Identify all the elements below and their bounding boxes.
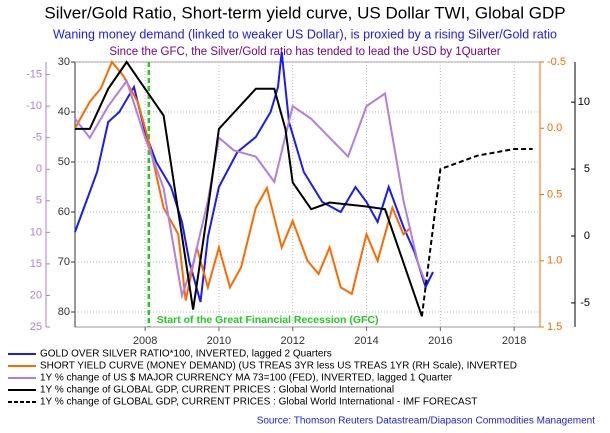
- y-tick-label: -0.5: [547, 56, 566, 68]
- y-tick-label: 1.0: [547, 255, 562, 267]
- series-line: [420, 148, 533, 317]
- y-tick-label: 15: [30, 258, 42, 270]
- x-tick-label: 2012: [280, 335, 304, 347]
- series-line: [74, 60, 412, 301]
- y-tick-label: 50: [58, 156, 70, 168]
- source: Source: Thomson Reuters Datastream/Diapa…: [257, 416, 596, 427]
- series-line: [74, 51, 434, 303]
- y-tick-label: 0.0: [547, 122, 562, 134]
- legend-label: GOLD OVER SILVER RATIO*100, INVERTED, la…: [40, 349, 332, 360]
- y-tick-label: 5: [584, 163, 590, 175]
- y-tick-label: 5: [36, 195, 42, 207]
- y-tick-label: 1.5: [547, 321, 562, 333]
- y-tick-label: 0.5: [547, 188, 562, 200]
- y-tick-label: 25: [30, 321, 42, 333]
- x-tick-label: 2016: [428, 335, 452, 347]
- y-tick-label: -15: [26, 69, 42, 81]
- y-tick-label: -5: [580, 297, 590, 309]
- y-tick-label: 0: [36, 163, 42, 175]
- y-tick-label: 30: [58, 56, 70, 68]
- y-tick-label: 10: [578, 96, 590, 108]
- legend-label: 1Y % change of US $ MAJOR CURRENCY MA 73…: [40, 373, 453, 384]
- y-tick-label: 20: [30, 289, 42, 301]
- y-tick-label: 40: [58, 106, 70, 118]
- y-tick-label: 70: [58, 256, 70, 268]
- chart-title: Silver/Gold Ratio, Short-term yield curv…: [44, 3, 565, 22]
- y-tick-label: 80: [58, 306, 70, 318]
- legend-label: SHORT YIELD CURVE (MONEY DEMAND) (US TRE…: [40, 361, 517, 372]
- series-line: [74, 78, 427, 300]
- y-tick-label: 10: [30, 226, 42, 238]
- chart-subtitle: Waning money demand (linked to weaker US…: [53, 27, 557, 41]
- y-tick-label: -10: [26, 100, 42, 112]
- x-tick-label: 2014: [354, 335, 378, 347]
- series-line: [75, 60, 423, 317]
- y-tick-label: 0: [584, 230, 590, 242]
- annotation: Start of the Great Financial Recession (…: [157, 314, 379, 326]
- legend-label: 1Y % change of GLOBAL GDP, CURRENT PRICE…: [40, 397, 477, 408]
- x-tick-label: 2008: [133, 335, 157, 347]
- y-tick-label: 60: [58, 206, 70, 218]
- x-tick-label: 2010: [207, 335, 231, 347]
- x-tick-label: 2018: [502, 335, 526, 347]
- legend-label: 1Y % change of GLOBAL GDP, CURRENT PRICE…: [40, 385, 394, 396]
- y-tick-label: -5: [32, 132, 42, 144]
- chart-note: Since the GFC, the Silver/Gold ratio has…: [109, 46, 500, 58]
